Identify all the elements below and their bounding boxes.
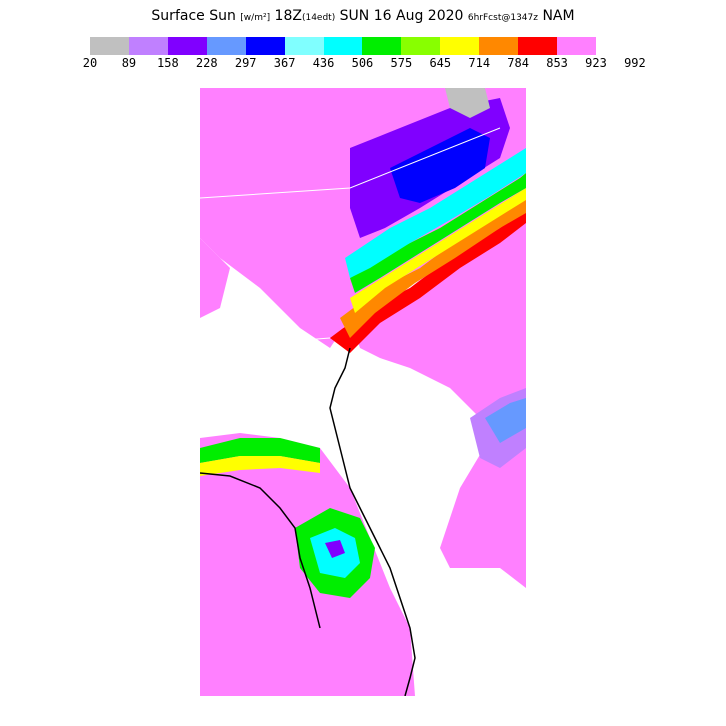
legend-tick-label: 784 [507, 56, 529, 70]
legend-tick-label: 992 [624, 56, 646, 70]
title-date: SUN 16 Aug 2020 [339, 8, 464, 24]
legend-swatch-4 [245, 37, 285, 55]
legend-tick-label: 158 [157, 56, 179, 70]
field-panhandle-band [200, 438, 320, 463]
legend-swatch-11 [518, 37, 558, 55]
legend-tick-label: 436 [312, 56, 335, 70]
legend-swatch-5 [284, 37, 324, 55]
legend-tick-label: 297 [234, 56, 257, 70]
field-cloud-gray [445, 88, 490, 118]
legend-swatch-2 [167, 37, 207, 55]
legend-swatch-9 [440, 37, 480, 55]
title-model: NAM [542, 8, 575, 24]
field-panhandle-yellow [200, 456, 320, 476]
field-cloud-blue [390, 128, 490, 203]
field-band-red [330, 208, 526, 353]
legend-swatch-0 [90, 37, 129, 55]
legend-tick-label: 506 [351, 56, 374, 70]
title-main: Surface Sun [151, 8, 236, 24]
title-local-time: (14edt) [301, 13, 336, 23]
legend-swatch-8 [401, 37, 441, 55]
legend-tick-label: 853 [546, 56, 568, 70]
state-border [200, 127, 501, 349]
solar-radiation-map [200, 88, 526, 696]
field-peninsula-violet [325, 540, 345, 558]
legend-swatch-10 [479, 37, 519, 55]
coastline-gulf [200, 472, 321, 629]
field-band-green [350, 173, 526, 293]
field-band-orange [340, 198, 526, 338]
title-units: [w/m²] [240, 13, 271, 23]
legend-swatch-1 [128, 37, 168, 55]
legend-tick-label: 923 [585, 56, 607, 70]
color-legend-bar [90, 37, 596, 55]
legend-tick-label: 575 [390, 56, 413, 70]
legend-tick-label: 89 [121, 56, 137, 70]
title-forecast: 6hrFcst@1347z [467, 13, 538, 23]
legend-swatch-3 [206, 37, 246, 55]
field-band-cyan [345, 148, 526, 278]
coastline [329, 347, 416, 696]
legend-tick-label: 20 [82, 56, 98, 70]
legend-swatch-6 [323, 37, 363, 55]
chart-title: Surface Sun [w/m²] 18Z(14edt) SUN 16 Aug… [0, 8, 726, 24]
legend-tick-label: 367 [273, 56, 296, 70]
legend-tick-label: 714 [468, 56, 491, 70]
field-cloud-blue-south [485, 398, 526, 443]
legend-tick-label: 645 [429, 56, 452, 70]
field-region-west [200, 238, 230, 318]
legend-swatch-12 [557, 37, 596, 55]
title-time: 18Z [274, 8, 302, 24]
field-band-yellow [350, 188, 526, 313]
color-legend-ticks: 20 89 158 228 297 367 436 506 575 645 714 784 853 923… [83, 56, 650, 70]
legend-swatch-7 [362, 37, 402, 55]
legend-tick-label: 228 [195, 56, 218, 70]
